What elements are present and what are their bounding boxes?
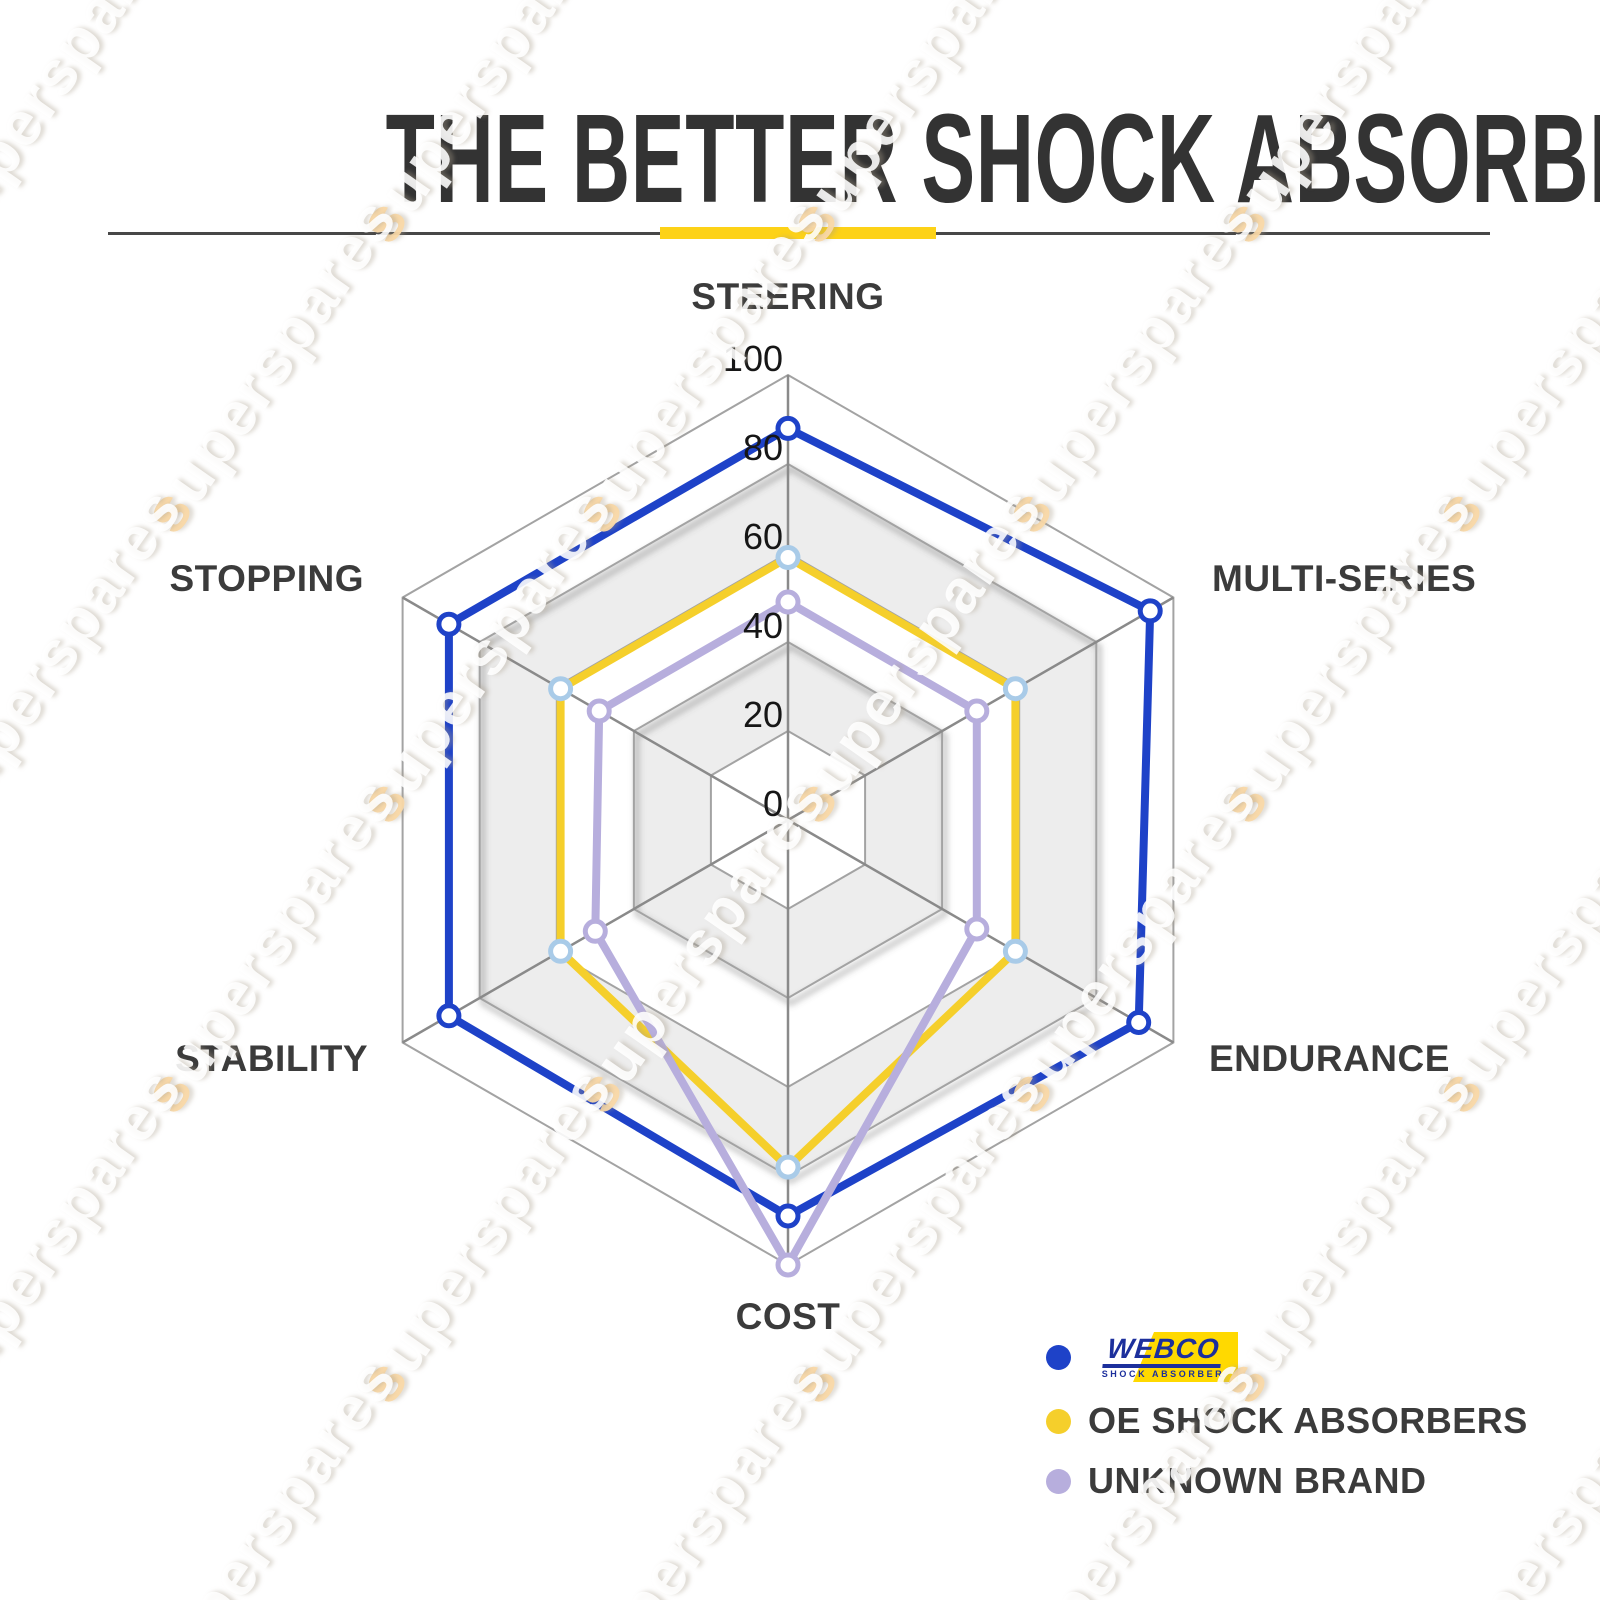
legend-label-unknown: UNKNOWN BRAND [1088,1460,1427,1501]
legend-item-oe-shock-absorbers: OE SHOCK ABSORBERS [1046,1400,1528,1442]
marker-unknown-brand-stability [582,918,608,944]
legend-item-unknown-brand: UNKNOWN BRAND [1046,1460,1528,1502]
header: THE BETTER SHOCK ABSORBERS [0,96,1600,222]
marker-oe-shock-absorbers-steering [775,545,801,570]
grid-ring-shadow-40 [633,643,949,1007]
tick-label-20: 20 [743,694,783,735]
marker-webco-shock-absorber-stopping [436,611,462,637]
marker-webco-shock-absorber-multi-series [1137,598,1163,624]
axis-label-stability: STABILITY [175,1038,368,1079]
radar-tick-labels: 0 20 40 60 80 100 [723,338,783,824]
legend-dot-unknown [1046,1468,1071,1494]
grid-ring-shadow-80 [479,465,1103,1185]
legend-dot-oe [1046,1408,1071,1434]
marker-webco-shock-absorber-cost [775,1203,801,1229]
webco-logo-brand: WEBCO [1102,1333,1224,1368]
radar-grid [401,373,1175,1267]
axis-label-steering: STEERING [691,276,884,317]
tick-label-80: 80 [743,427,783,468]
marker-unknown-brand-cost [775,1252,801,1278]
legend-dot-webco [1046,1344,1071,1370]
marker-oe-shock-absorbers-stopping [548,676,574,702]
marker-unknown-brand-endurance [964,916,990,942]
radar-series [436,415,1163,1278]
legend-item-webco: WEBCO SHOCK ABSORBER [1046,1332,1528,1382]
marker-oe-shock-absorbers-stability [548,938,574,964]
axis-label-endurance: ENDURANCE [1209,1038,1450,1079]
page-title: THE BETTER SHOCK ABSORBERS [385,88,1600,229]
webco-logo-subtitle: SHOCK ABSORBER [1101,1369,1225,1379]
legend: WEBCO SHOCK ABSORBER OE SHOCK ABSORBERS … [1046,1332,1528,1502]
tick-label-60: 60 [743,516,783,557]
marker-webco-shock-absorber-endurance [1126,1010,1152,1035]
marker-oe-shock-absorbers-multi-series [1002,676,1028,702]
title-divider-accent [660,227,936,239]
webco-logo: WEBCO SHOCK ABSORBER [1088,1332,1238,1382]
tick-label-40: 40 [743,605,783,646]
radar-axis-labels: STEERING MULTI-SERIES ENDURANCE COST STABILI… [169,276,1476,1337]
marker-oe-shock-absorbers-cost [775,1154,801,1180]
axis-label-stopping: STOPPING [169,558,364,599]
legend-label-oe: OE SHOCK ABSORBERS [1088,1400,1528,1441]
marker-webco-shock-absorber-stability [436,1003,462,1029]
axis-label-multi-series: MULTI-SERIES [1212,558,1476,599]
marker-oe-shock-absorbers-endurance [1002,938,1028,964]
tick-label-100: 100 [723,338,783,379]
marker-webco-shock-absorber-steering [775,415,801,441]
marker-unknown-brand-stopping [586,698,612,724]
tick-label-0: 0 [763,783,783,824]
axis-label-cost: COST [736,1296,841,1337]
marker-unknown-brand-multi-series [964,698,990,724]
title-divider [108,227,1490,239]
marker-unknown-brand-steering [775,589,801,615]
